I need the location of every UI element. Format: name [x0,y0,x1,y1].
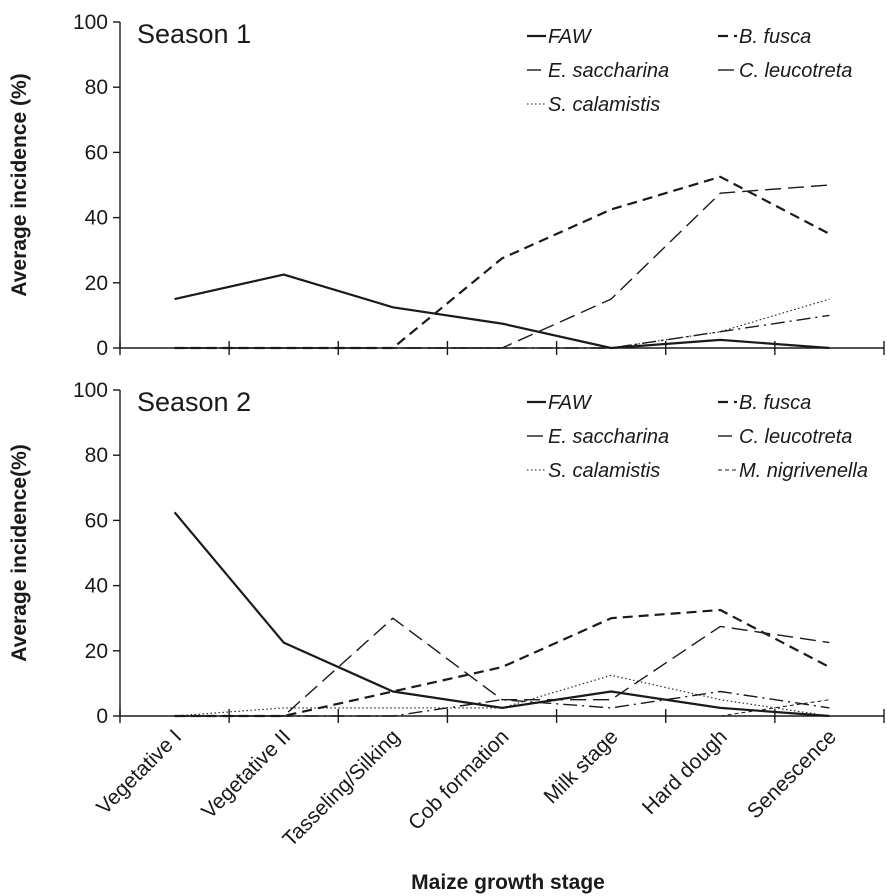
series-line-b-fusca [175,177,830,348]
y-axis-label: Average incidence(%) [8,444,31,661]
series-line-s-calamistis [175,675,830,716]
legend-label-b-fusca: B. fusca [739,392,811,414]
y-tick-label: 60 [85,509,108,532]
legend-label-m-nigrivenella: M. nigrivenella [739,460,868,482]
season-2-panel: 0 20 40 60 80 100 Average incidence(%) Season 2… [8,379,884,728]
y-axis-label: Average incidence (%) [8,73,31,296]
y-tick-label: 80 [85,76,108,99]
legend-label-c-leucotreta: C. leucotreta [739,60,852,82]
x-axis-label: Maize growth stage [411,871,605,894]
y-tick-label: 0 [96,337,108,360]
category-label: Cob formation [404,725,514,835]
y-tick-label: 100 [73,11,108,34]
legend-label-e-saccharina: E. saccharina [548,60,669,82]
season-1-panel: 0 20 40 60 80 100 Average incidence (%) Season … [8,11,884,360]
y-tick-label: 80 [85,444,108,467]
y-tick-label: 20 [85,272,108,295]
legend-label-c-leucotreta: C. leucotreta [739,426,852,448]
category-label: Hard dough [638,725,732,819]
y-tick-label: 40 [85,207,108,230]
y-tick-label: 60 [85,141,108,164]
category-label: Milk stage [540,725,623,808]
y-tick-label: 40 [85,575,108,598]
legend-label-e-saccharina: E. saccharina [548,426,669,448]
category-labels: Vegetative I Vegetative IITasseling/Silki… [92,725,841,851]
legend-label-s-calamistis: S. calamistis [548,94,660,116]
panel-title: Season 1 [137,19,251,49]
legend-label-b-fusca: B. fusca [739,26,811,48]
series-line-faw [175,275,830,348]
panel-title: Season 2 [137,387,251,417]
legend-label-faw: FAW [548,392,593,414]
category-label: Vegetative I [92,725,186,819]
series-line-faw [175,512,830,716]
category-label: Senescence [743,725,841,823]
y-tick-label: 0 [96,705,108,728]
category-label: Tasseling/Silking [278,725,404,851]
legend-label-s-calamistis: S. calamistis [548,460,660,482]
category-label: Vegetative II [197,725,295,823]
y-tick-label: 20 [85,640,108,663]
y-tick-label: 100 [73,379,108,402]
series-line-c-leucotreta [175,692,830,717]
series-line-e-saccharina [175,315,830,348]
legend-label-faw: FAW [548,26,593,48]
